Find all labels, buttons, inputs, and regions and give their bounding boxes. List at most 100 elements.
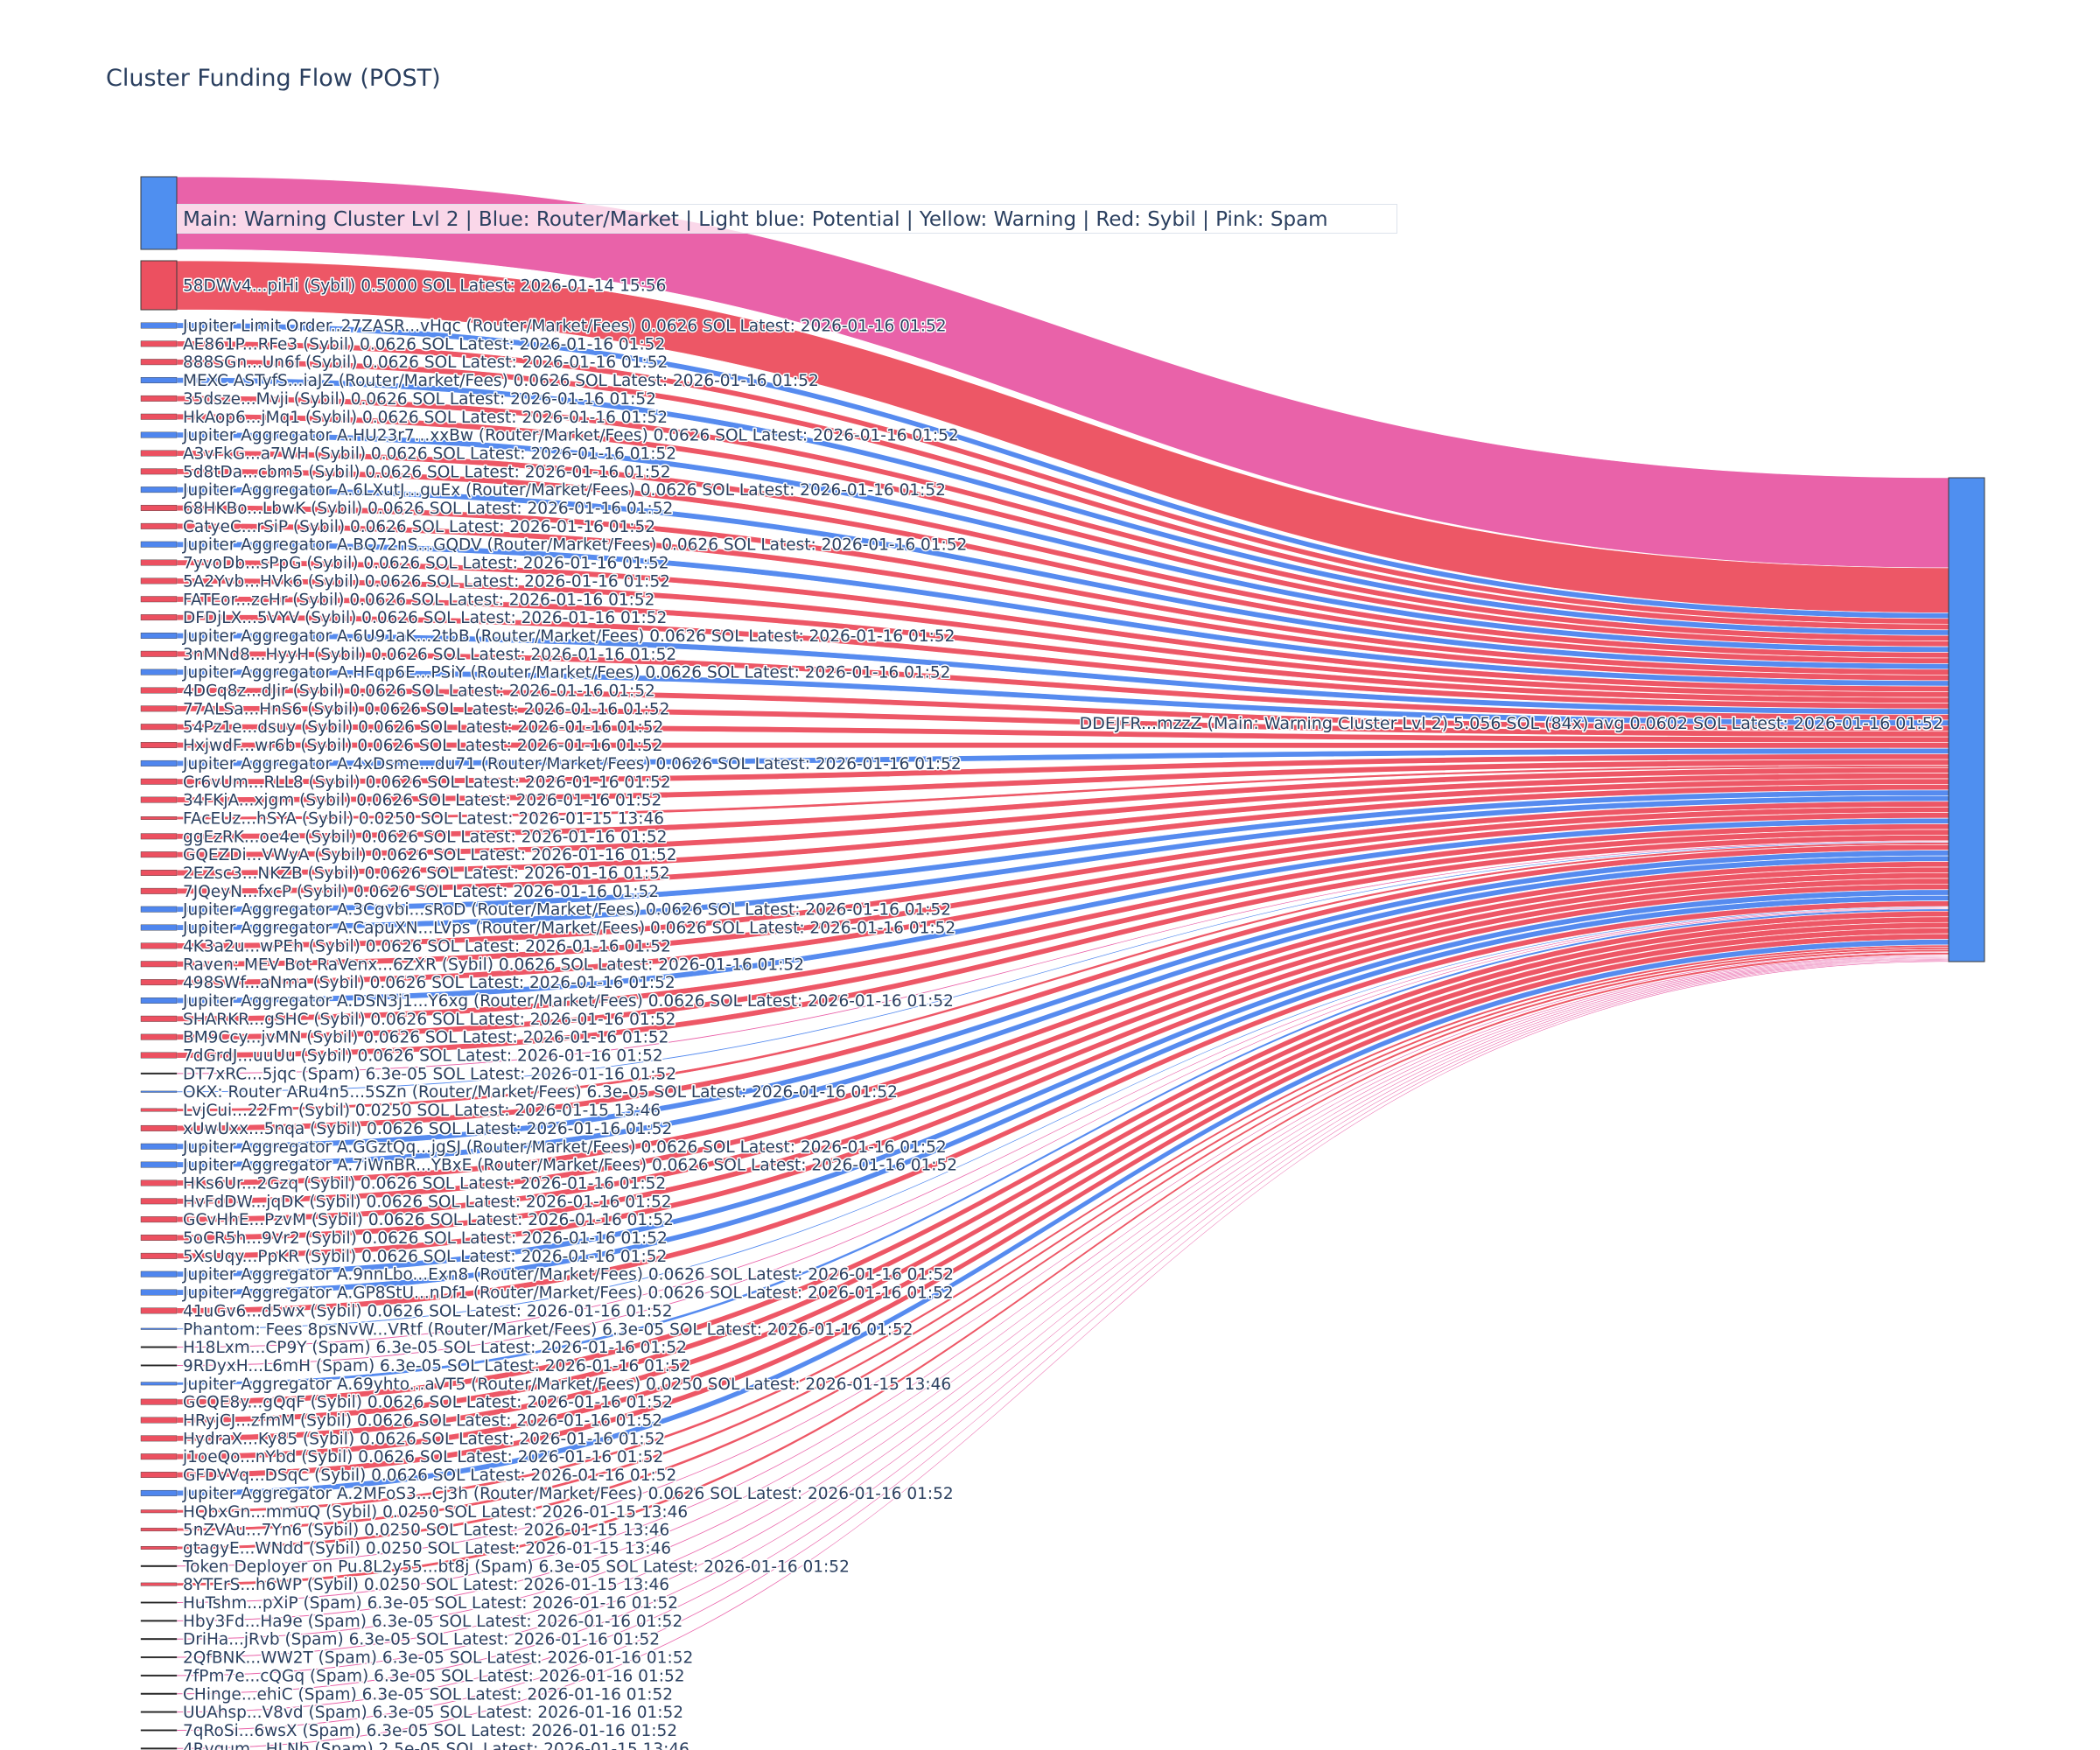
source-node[interactable] <box>140 1620 178 1622</box>
source-label: 7qRoSi...6wsX (Spam) 6.3e-05 SOL Latest:… <box>183 1722 677 1740</box>
source-node[interactable] <box>140 1161 178 1168</box>
source-node[interactable] <box>140 431 178 438</box>
source-node[interactable] <box>140 450 178 457</box>
source-node[interactable] <box>140 1545 178 1550</box>
source-node[interactable] <box>140 596 178 603</box>
source-label: 7fPm7e...cQGq (Spam) 6.3e-05 SOL Latest:… <box>183 1667 685 1685</box>
source-node[interactable] <box>140 1417 178 1424</box>
source-node[interactable] <box>140 260 178 311</box>
source-node[interactable] <box>140 176 178 250</box>
source-node[interactable] <box>140 1346 178 1348</box>
source-node[interactable] <box>140 1235 178 1241</box>
source-node[interactable] <box>140 1033 178 1040</box>
source-node[interactable] <box>140 724 178 731</box>
source-label: Jupiter Aggregator A.HU23r7...xxBw (Rout… <box>182 427 959 445</box>
source-node[interactable] <box>140 633 178 639</box>
source-node[interactable] <box>140 942 178 949</box>
source-node[interactable] <box>140 578 178 584</box>
source-node[interactable] <box>140 377 178 383</box>
source-node[interactable] <box>140 1435 178 1442</box>
source-node[interactable] <box>140 1489 178 1496</box>
source-node[interactable] <box>140 1180 178 1186</box>
source-node[interactable] <box>140 1364 178 1367</box>
target-node[interactable] <box>1948 477 1985 962</box>
source-node[interactable] <box>140 1509 178 1514</box>
source-label: 498SWf...aNma (Sybil) 0.0626 SOL Latest:… <box>183 974 676 992</box>
source-node[interactable] <box>140 322 178 329</box>
source-node[interactable] <box>140 395 178 402</box>
source-node[interactable] <box>140 1216 178 1223</box>
source-node[interactable] <box>140 1674 178 1676</box>
source-label: SHARKR...gSHC (Sybil) 0.0626 SOL Latest:… <box>183 1011 676 1029</box>
source-node[interactable] <box>140 559 178 566</box>
source-node[interactable] <box>140 1453 178 1460</box>
source-node[interactable] <box>140 1638 178 1641</box>
source-node[interactable] <box>140 1747 178 1750</box>
source-label: Jupiter Aggregator A.7iWnBR...YBxE (Rout… <box>182 1157 957 1175</box>
source-node[interactable] <box>140 1327 178 1330</box>
source-node[interactable] <box>140 961 178 968</box>
source-node[interactable] <box>140 614 178 621</box>
source-node[interactable] <box>140 870 178 876</box>
source-node[interactable] <box>140 340 178 347</box>
source-node[interactable] <box>140 1090 178 1093</box>
source-node[interactable] <box>140 1052 178 1059</box>
source-label: DFDjLX...5VYV (Sybil) 0.0626 SOL Latest:… <box>183 609 667 627</box>
source-node[interactable] <box>140 650 178 657</box>
source-node[interactable] <box>140 1692 178 1695</box>
source-node[interactable] <box>140 413 178 420</box>
source-node[interactable] <box>140 705 178 712</box>
source-node[interactable] <box>140 522 178 529</box>
source-label: FAcEUz...hSYA (Sybil) 0.0250 SOL Latest:… <box>183 809 664 828</box>
source-node[interactable] <box>140 359 178 366</box>
source-node[interactable] <box>140 1108 178 1112</box>
source-node[interactable] <box>140 833 178 840</box>
source-node[interactable] <box>140 778 178 785</box>
source-node[interactable] <box>140 1198 178 1205</box>
source-node[interactable] <box>140 1289 178 1296</box>
source-node[interactable] <box>140 979 178 986</box>
source-node[interactable] <box>140 486 178 494</box>
source-node[interactable] <box>140 505 178 511</box>
source-node[interactable] <box>140 924 178 931</box>
source-label: 5XsUqy...PpKR (Sybil) 0.0626 SOL Latest:… <box>183 1248 667 1266</box>
legend-annotation: Main: Warning Cluster Lvl 2 | Blue: Rout… <box>177 204 1397 234</box>
source-node[interactable] <box>140 1124 178 1131</box>
source-node[interactable] <box>140 742 178 748</box>
source-node[interactable] <box>140 760 178 766</box>
source-node[interactable] <box>140 796 178 803</box>
source-label: LvjCui...22Fm (Sybil) 0.0250 SOL Latest:… <box>183 1102 661 1120</box>
source-node[interactable] <box>140 997 178 1004</box>
source-label: Jupiter Aggregator A.GGztQq...jgSJ (Rout… <box>182 1138 947 1157</box>
source-node[interactable] <box>140 906 178 913</box>
source-node[interactable] <box>140 1582 178 1586</box>
source-node[interactable] <box>140 1252 178 1259</box>
source-node[interactable] <box>140 1601 178 1604</box>
source-node[interactable] <box>140 851 178 858</box>
source-label: Jupiter Aggregator A.69yhto...aVT5 (Rout… <box>182 1376 951 1394</box>
source-node[interactable] <box>140 816 178 820</box>
source-node[interactable] <box>140 1270 178 1278</box>
source-node[interactable] <box>140 541 178 548</box>
source-node[interactable] <box>140 1656 178 1659</box>
source-node[interactable] <box>140 468 178 475</box>
source-node[interactable] <box>140 1564 178 1567</box>
source-node[interactable] <box>140 668 178 676</box>
source-node[interactable] <box>140 1528 178 1532</box>
source-node[interactable] <box>140 1307 178 1314</box>
source-node[interactable] <box>140 1015 178 1022</box>
source-node[interactable] <box>140 1729 178 1732</box>
source-label: HydraX...Ky85 (Sybil) 0.0626 SOL Latest:… <box>183 1430 665 1448</box>
source-node[interactable] <box>140 887 178 894</box>
source-label: MEXC ASTyfS...iaJZ (Router/Market/Fees) … <box>183 372 819 390</box>
source-node[interactable] <box>140 1398 178 1405</box>
source-label: HKs6Ur...2Gzq (Sybil) 0.0626 SOL Latest:… <box>183 1174 666 1193</box>
source-label: Jupiter Aggregator A.3Cgvbi...sRoD (Rout… <box>182 901 951 920</box>
source-node[interactable] <box>140 1382 178 1386</box>
source-node[interactable] <box>140 1472 178 1479</box>
source-node[interactable] <box>140 1711 178 1713</box>
source-node[interactable] <box>140 1143 178 1150</box>
source-node[interactable] <box>140 1072 178 1074</box>
source-node[interactable] <box>140 687 178 694</box>
